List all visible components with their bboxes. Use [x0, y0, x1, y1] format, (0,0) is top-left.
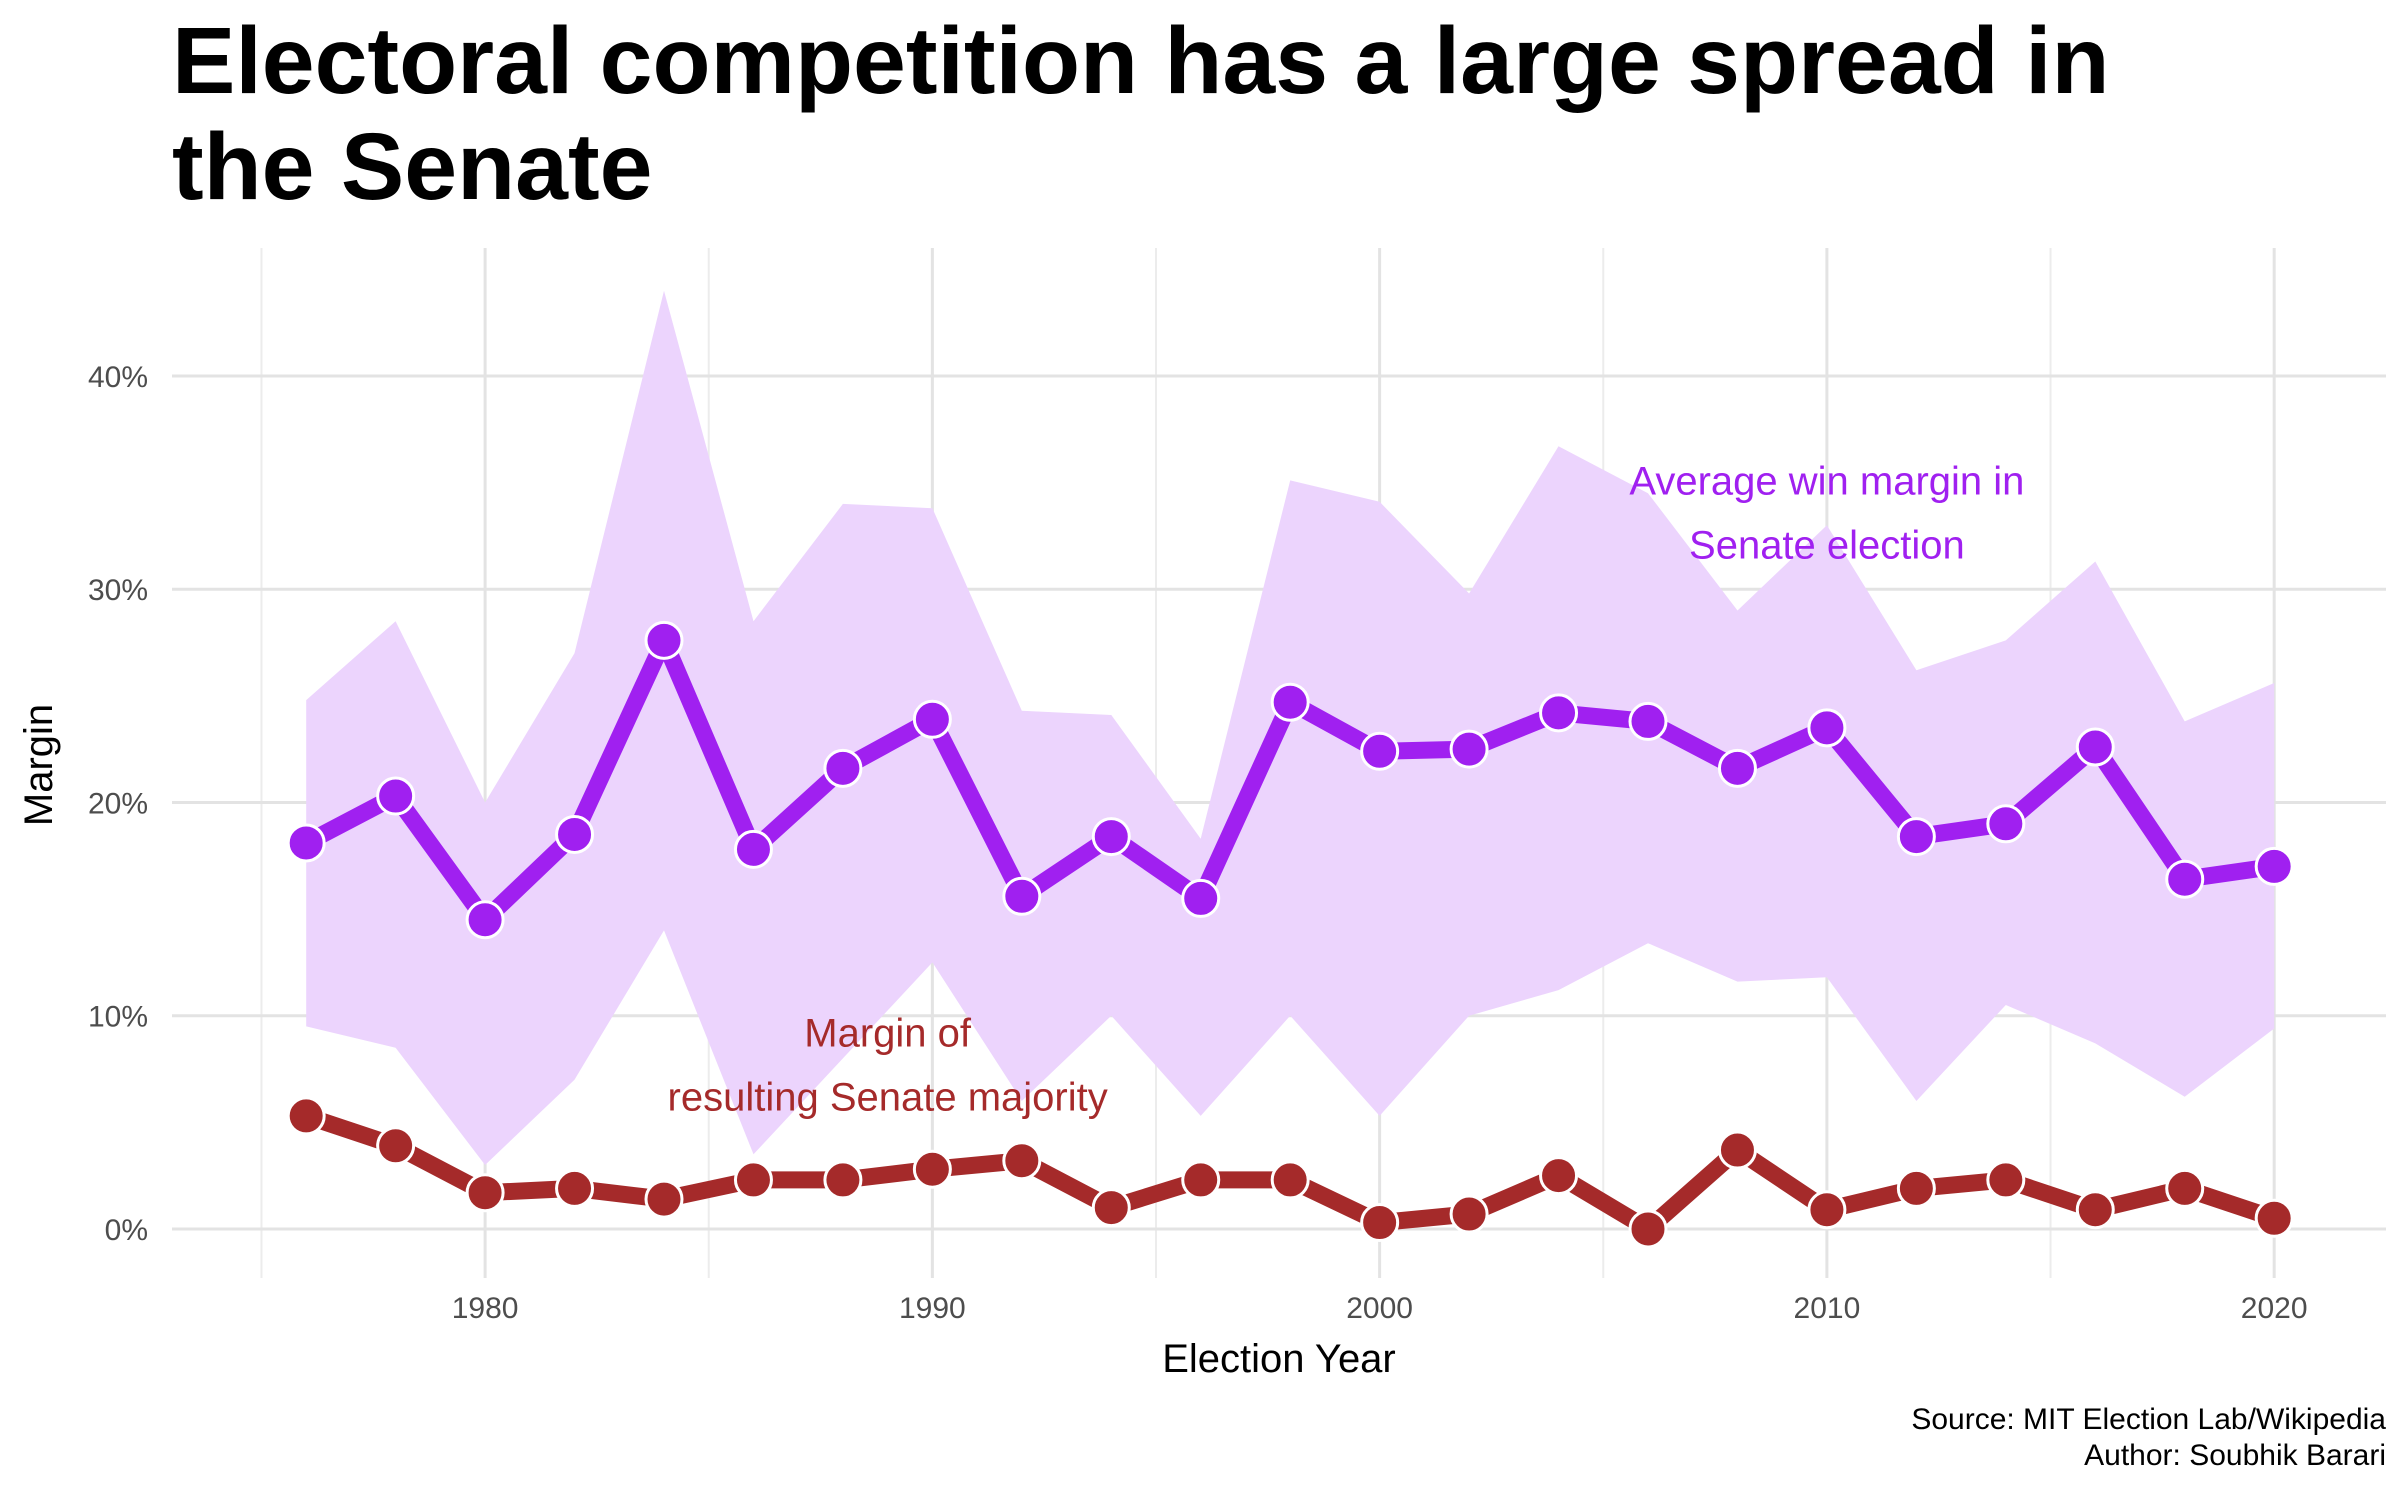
y-tick-label: 0%: [105, 1214, 148, 1247]
x-axis-title: Election Year: [1162, 1337, 1396, 1381]
y-tick-label: 30%: [88, 574, 148, 607]
series-point-1: [1002, 876, 1042, 916]
y-tick-label: 40%: [88, 361, 148, 394]
series-point-1: [1628, 701, 1668, 741]
x-tick-label: 2020: [2241, 1292, 2308, 1325]
series-point-2: [1807, 1190, 1847, 1230]
tick-layer: 0% 10% 20% 30% 40% 1980 1990 2000 2010 2020: [88, 361, 2308, 1325]
series-point-1: [2165, 859, 2205, 899]
y-axis-title: Margin: [17, 704, 61, 826]
series-point-1: [823, 748, 863, 788]
series-point-2: [1896, 1168, 1936, 1208]
caption-author: Author: Soubhik Barari: [2084, 1439, 2386, 1472]
series-point-2: [1002, 1141, 1042, 1181]
y-tick-label: 10%: [88, 1001, 148, 1034]
series-point-2: [1628, 1209, 1668, 1249]
series-point-2: [823, 1160, 863, 1200]
series-point-1: [1360, 731, 1400, 771]
series-point-2: [1270, 1160, 1310, 1200]
series-point-1: [465, 900, 505, 940]
annotation-text: resulting Senate majority: [668, 1076, 1108, 1120]
series-point-1: [1270, 682, 1310, 722]
series-point-1: [1449, 729, 1489, 769]
series-point-1: [644, 620, 684, 660]
chart-title: Electoral competition has a large spread…: [172, 8, 2110, 220]
x-tick-label: 1980: [452, 1292, 519, 1325]
band-layer: [306, 290, 2275, 1165]
series-point-2: [555, 1168, 595, 1208]
series-point-2: [2075, 1190, 2115, 1230]
series-point-1: [912, 699, 952, 739]
caption-source: Source: MIT Election Lab/Wikipedia: [1911, 1403, 2386, 1436]
series-point-2: [286, 1096, 326, 1136]
range-band: [306, 290, 2275, 1165]
series-point-2: [1181, 1160, 1221, 1200]
series-point-2: [376, 1126, 416, 1166]
series-point-1: [1717, 748, 1757, 788]
series-point-2: [1717, 1130, 1757, 1170]
series-point-1: [1539, 693, 1579, 733]
series-point-2: [1360, 1203, 1400, 1243]
series-point-2: [465, 1173, 505, 1213]
series-point-1: [1181, 878, 1221, 918]
series-point-1: [1091, 817, 1131, 857]
series-point-2: [2165, 1168, 2205, 1208]
series-point-2: [1091, 1188, 1131, 1228]
series-point-1: [555, 814, 595, 854]
x-tick-label: 1990: [899, 1292, 966, 1325]
series-point-1: [1807, 708, 1847, 748]
series-point-2: [2254, 1198, 2294, 1238]
series-point-1: [2254, 846, 2294, 886]
x-tick-label: 2000: [1346, 1292, 1413, 1325]
series-point-1: [1986, 804, 2026, 844]
point-layer: [286, 620, 2294, 1249]
annotation-layer: Average win margin in Senate election Marg…: [668, 459, 2025, 1119]
annotation-text: Average win margin in: [1629, 459, 2024, 503]
annotation-text: Senate election: [1689, 523, 1965, 567]
series-point-1: [733, 829, 773, 869]
series-point-2: [1986, 1160, 2026, 1200]
series-point-2: [912, 1149, 952, 1189]
series-point-2: [1449, 1194, 1489, 1234]
series-point-2: [733, 1160, 773, 1200]
x-tick-label: 2010: [1794, 1292, 1861, 1325]
series-point-1: [2075, 727, 2115, 767]
series-point-1: [286, 823, 326, 863]
y-tick-label: 20%: [88, 787, 148, 820]
series-point-1: [1896, 817, 1936, 857]
series-point-1: [376, 776, 416, 816]
annotation-text: Margin of: [804, 1012, 972, 1056]
series-point-2: [1539, 1156, 1579, 1196]
series-point-2: [644, 1179, 684, 1219]
